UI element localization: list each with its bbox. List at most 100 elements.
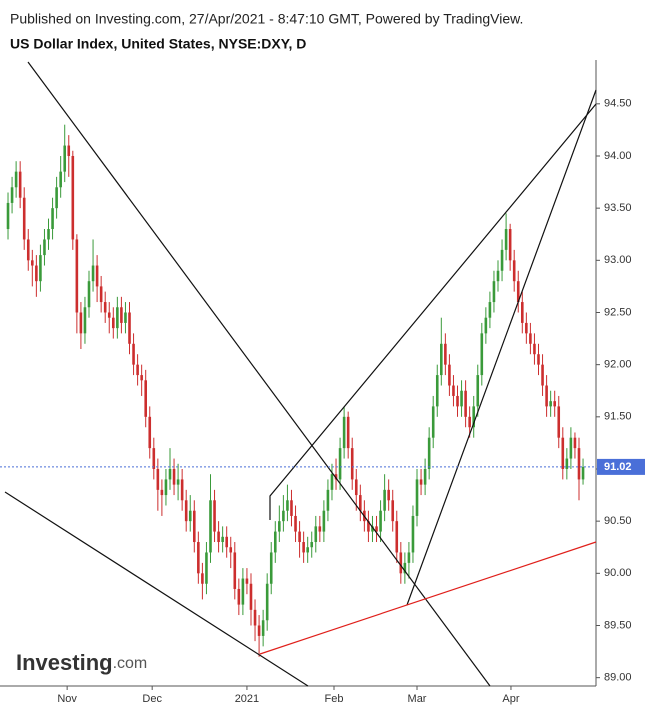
candle-body: [529, 333, 532, 344]
candle-body: [128, 312, 131, 344]
candle-body: [221, 536, 224, 543]
watermark-suffix: .com: [113, 655, 148, 672]
candle-body: [282, 510, 285, 522]
candle-body: [168, 468, 172, 480]
candle-body: [269, 552, 273, 584]
candle-body: [160, 489, 164, 496]
candle-body: [350, 448, 354, 480]
candle-body: [415, 479, 419, 516]
candle-body: [132, 343, 135, 365]
y-tick-label: 93.50: [604, 202, 632, 214]
candle-body: [379, 510, 382, 532]
candle-body: [201, 573, 204, 584]
candle-body: [18, 171, 22, 198]
candle-body: [399, 552, 403, 574]
candle-body: [176, 479, 180, 485]
x-tick-label: Mar: [408, 693, 427, 705]
candle-body: [136, 364, 139, 376]
candle-body: [103, 302, 107, 313]
trend-lines: [4, 61, 597, 687]
candle-body: [423, 468, 427, 485]
candle-body: [431, 406, 435, 438]
candle-body: [22, 197, 26, 240]
candle-body: [577, 448, 581, 480]
candle-body: [545, 385, 548, 407]
candle-body: [537, 354, 540, 365]
candle-body: [290, 500, 293, 516]
candle-body: [500, 249, 504, 271]
y-tick-label: 89.00: [604, 672, 632, 684]
candle-body: [205, 552, 208, 584]
candle-body: [253, 609, 257, 626]
candle-body: [533, 343, 536, 355]
y-tick-label: 94.00: [604, 150, 632, 162]
candle-body: [233, 552, 237, 589]
candle-body: [43, 239, 46, 256]
candle-body: [484, 317, 488, 334]
candle-body: [318, 526, 322, 532]
candle-body: [237, 588, 241, 605]
y-tick-label: 93.00: [604, 254, 632, 266]
candle-body: [525, 322, 528, 334]
candle-body: [31, 260, 34, 266]
candle-body: [26, 239, 30, 261]
candle-body: [261, 620, 265, 636]
candle-body: [95, 265, 99, 287]
candle-body: [116, 307, 119, 329]
candle-body: [184, 500, 188, 522]
candle-body: [286, 500, 289, 511]
candle-body: [164, 479, 168, 496]
candle-body: [419, 479, 423, 485]
candle-body: [334, 474, 338, 480]
candle-body: [14, 171, 18, 188]
trend-line: [269, 103, 597, 520]
candle-body: [427, 437, 431, 469]
candle-body: [581, 466, 585, 480]
candle-body: [464, 390, 467, 417]
candle-body: [197, 542, 200, 574]
candle-body: [124, 312, 127, 323]
y-tick-label: 92.00: [604, 359, 632, 371]
candle-body: [496, 270, 500, 282]
watermark: Investing.com: [16, 650, 147, 675]
trend-line: [406, 89, 597, 606]
candle-body: [257, 625, 261, 636]
candle-body: [273, 531, 277, 553]
candle-body: [440, 343, 443, 376]
x-tick-label: Dec: [142, 693, 162, 705]
candle-body: [553, 401, 556, 407]
candle-body: [435, 375, 439, 407]
candle-body: [112, 317, 115, 329]
candle-body: [91, 265, 95, 282]
candle-body: [383, 489, 386, 511]
candle-body: [294, 515, 297, 532]
x-tick-label: Apr: [502, 693, 519, 705]
candle-body: [144, 380, 147, 417]
candle-body: [140, 375, 143, 381]
candle-body: [456, 395, 459, 407]
candle-body: [67, 145, 71, 156]
y-tick-label: 91.50: [604, 411, 632, 423]
candle-body: [314, 526, 318, 543]
x-tick-label: 2021: [235, 693, 259, 705]
candle-body: [460, 390, 463, 407]
candle-body: [476, 375, 480, 407]
candle-body: [172, 468, 176, 485]
candle-body: [152, 448, 156, 469]
watermark-main: Investing: [16, 650, 113, 675]
candle-body: [541, 364, 544, 386]
y-tick-label: 94.50: [604, 98, 632, 110]
candle-body: [83, 307, 87, 334]
candle-body: [148, 416, 152, 449]
candle-body: [302, 542, 305, 553]
candle-body: [241, 578, 245, 605]
candle-body: [265, 583, 269, 621]
candle-body: [472, 406, 476, 428]
candle-body: [407, 552, 411, 563]
trend-line: [27, 61, 491, 687]
last-price-box: [597, 458, 645, 475]
candle-body: [249, 583, 253, 610]
candle-body: [444, 343, 447, 365]
candle-body: [512, 260, 516, 282]
candle-body: [492, 281, 496, 303]
